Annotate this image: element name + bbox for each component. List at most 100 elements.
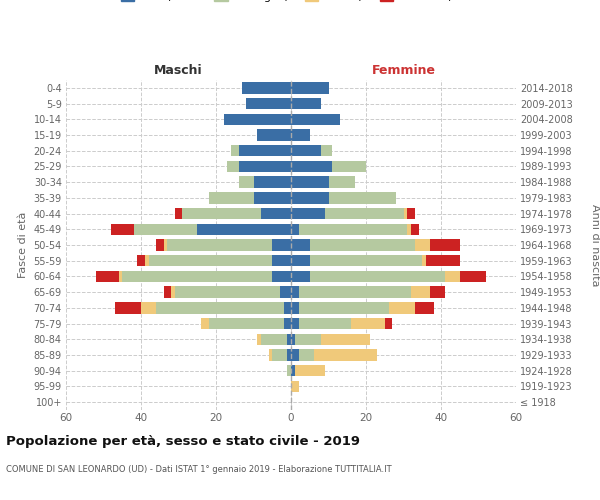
Bar <box>284 318 291 329</box>
Legend: Celibi/Nubili, Coniugati/e, Vedovi/e, Divorziati/e: Celibi/Nubili, Coniugati/e, Vedovi/e, Di… <box>116 0 466 6</box>
Bar <box>246 98 291 109</box>
Bar <box>231 145 239 156</box>
Bar <box>291 161 332 172</box>
Bar <box>291 176 329 188</box>
Bar <box>426 255 460 266</box>
Bar <box>314 350 377 360</box>
Bar <box>291 365 295 376</box>
Bar <box>197 224 291 235</box>
Bar <box>415 240 430 250</box>
Bar <box>332 161 366 172</box>
Bar <box>291 145 321 156</box>
Bar <box>254 192 291 203</box>
Bar <box>175 286 280 298</box>
Bar <box>254 176 291 188</box>
Y-axis label: Anni di nascita: Anni di nascita <box>590 204 599 286</box>
Bar <box>299 318 351 329</box>
Bar <box>445 271 460 282</box>
Bar <box>291 240 310 250</box>
Bar <box>310 271 445 282</box>
Bar <box>122 271 272 282</box>
Bar <box>411 286 430 298</box>
Bar <box>239 161 291 172</box>
Bar <box>291 82 329 94</box>
Bar <box>299 224 407 235</box>
Bar <box>325 208 404 219</box>
Bar <box>291 208 325 219</box>
Bar <box>351 318 385 329</box>
Bar <box>295 334 321 345</box>
Bar <box>242 82 291 94</box>
Bar <box>329 192 396 203</box>
Bar <box>239 145 291 156</box>
Bar <box>291 381 299 392</box>
Bar <box>272 350 287 360</box>
Bar <box>291 302 299 314</box>
Bar <box>156 240 163 250</box>
Bar <box>272 255 291 266</box>
Bar <box>156 302 284 314</box>
Bar <box>96 271 119 282</box>
Bar <box>404 208 407 219</box>
Bar <box>385 318 392 329</box>
Bar <box>284 302 291 314</box>
Bar <box>291 271 310 282</box>
Bar <box>407 208 415 219</box>
Bar <box>389 302 415 314</box>
Bar <box>295 365 325 376</box>
Bar <box>407 224 411 235</box>
Bar <box>280 286 291 298</box>
Bar <box>175 208 182 219</box>
Bar <box>167 240 272 250</box>
Bar <box>430 286 445 298</box>
Bar <box>321 145 332 156</box>
Bar <box>115 302 141 314</box>
Bar <box>209 318 284 329</box>
Bar <box>291 255 310 266</box>
Bar <box>261 208 291 219</box>
Bar <box>291 318 299 329</box>
Bar <box>272 240 291 250</box>
Bar <box>291 286 299 298</box>
Bar <box>291 98 321 109</box>
Bar <box>422 255 426 266</box>
Bar <box>239 176 254 188</box>
Text: Popolazione per età, sesso e stato civile - 2019: Popolazione per età, sesso e stato civil… <box>6 435 360 448</box>
Bar <box>149 255 272 266</box>
Bar <box>430 240 460 250</box>
Bar <box>163 240 167 250</box>
Bar <box>299 302 389 314</box>
Bar <box>111 224 133 235</box>
Bar <box>223 114 291 125</box>
Bar <box>291 192 329 203</box>
Bar <box>287 350 291 360</box>
Bar <box>227 161 239 172</box>
Bar <box>272 271 291 282</box>
Bar <box>182 208 261 219</box>
Y-axis label: Fasce di età: Fasce di età <box>18 212 28 278</box>
Bar <box>287 334 291 345</box>
Bar <box>209 192 254 203</box>
Bar <box>291 224 299 235</box>
Bar <box>299 286 411 298</box>
Bar <box>171 286 175 298</box>
Bar <box>257 130 291 140</box>
Bar <box>291 350 299 360</box>
Bar <box>257 334 261 345</box>
Bar <box>145 255 149 266</box>
Bar <box>133 224 197 235</box>
Bar <box>291 334 295 345</box>
Bar <box>460 271 486 282</box>
Bar <box>310 255 422 266</box>
Bar <box>201 318 209 329</box>
Bar <box>299 350 314 360</box>
Bar <box>411 224 419 235</box>
Bar <box>141 302 156 314</box>
Text: Maschi: Maschi <box>154 64 203 78</box>
Bar <box>291 130 310 140</box>
Bar <box>415 302 433 314</box>
Bar <box>137 255 145 266</box>
Bar <box>321 334 370 345</box>
Bar <box>119 271 122 282</box>
Text: Femmine: Femmine <box>371 64 436 78</box>
